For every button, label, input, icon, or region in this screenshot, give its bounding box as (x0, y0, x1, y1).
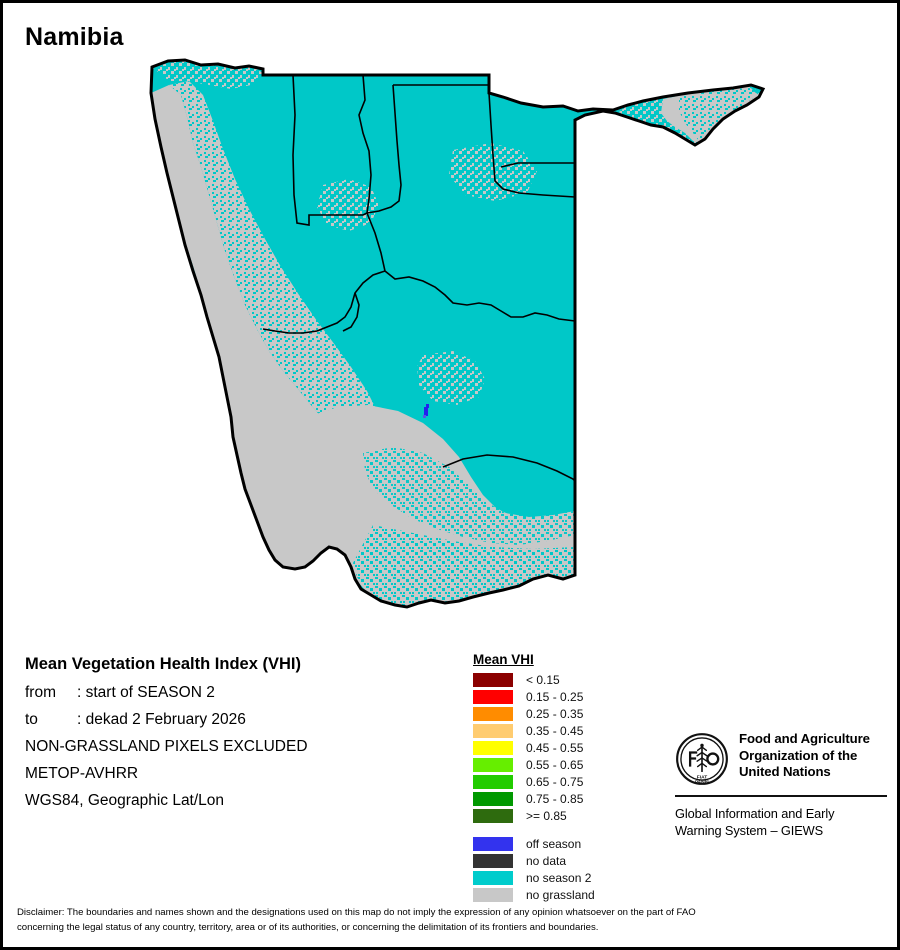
disclaimer-line-2: concerning the legal status of any count… (17, 921, 599, 933)
legend-item[interactable]: 0.15 - 0.25 (473, 689, 653, 705)
fao-logo-motto: FIAT (697, 774, 707, 780)
legend-item-label: 0.15 - 0.25 (526, 690, 584, 704)
map-no-grassland-regions (151, 60, 760, 606)
fao-divider (675, 795, 887, 797)
legend-item-label: no data (526, 854, 567, 868)
legend-swatch-icon (473, 724, 513, 738)
legend-swatch-icon (473, 741, 513, 755)
legend-item-label: 0.75 - 0.85 (526, 792, 584, 806)
caption-heading: Mean Vegetation Health Index (VHI) (25, 655, 301, 673)
legend-swatch-icon (473, 775, 513, 789)
fao-name-line-1: Food and Agriculture (739, 731, 870, 746)
legend-swatch-icon (473, 707, 513, 721)
legend-item[interactable]: >= 0.85 (473, 808, 653, 824)
caption-from-value: : start of SEASON 2 (77, 684, 215, 701)
legend-item-label: < 0.15 (526, 673, 560, 687)
legend-item[interactable]: 0.25 - 0.35 (473, 706, 653, 722)
legend-item-label: 0.35 - 0.45 (526, 724, 584, 738)
legend-swatch-icon (473, 871, 513, 885)
legend: Mean VHI < 0.15 0.15 - 0.25 0.25 - 0.35 … (473, 651, 653, 904)
fao-name-line-2: Organization of the (739, 747, 858, 763)
legend-item-label: >= 0.85 (526, 809, 567, 823)
legend-title: Mean VHI (473, 652, 534, 667)
fao-logo-icon: FIAT PANIS (676, 733, 728, 785)
map-off-season-pixels (423, 404, 429, 418)
legend-item-label: off season (526, 837, 582, 851)
legend-item[interactable]: < 0.15 (473, 672, 653, 688)
legend-swatch-icon (473, 690, 513, 704)
map-caption: Mean Vegetation Health Index (VHI) from … (25, 655, 455, 819)
legend-item[interactable]: 0.45 - 0.55 (473, 740, 653, 756)
legend-swatch-icon (473, 809, 513, 823)
legend-spacer (473, 825, 653, 836)
namibia-map-svg (149, 58, 766, 609)
caption-to-key: to (25, 711, 38, 728)
legend-swatch-icon (473, 854, 513, 868)
map-country-border (149, 58, 766, 609)
fao-logo-motto-2: PANIS (695, 779, 710, 785)
giews-line-2: Warning System – GIEWS (675, 823, 824, 839)
legend-swatch-icon (473, 758, 513, 772)
caption-to-row: to : dekad 2 February 2026 (25, 711, 455, 729)
caption-from-row: from : start of SEASON 2 (25, 684, 455, 702)
caption-sensor: METOP-AVHRR (25, 765, 139, 782)
legend-item-off-season[interactable]: off season (473, 836, 653, 852)
legend-item-label: no season 2 (526, 871, 592, 885)
caption-projection: WGS84, Geographic Lat/Lon (25, 792, 225, 809)
caption-pixel-note: NON-GRASSLAND PIXELS EXCLUDED (25, 738, 308, 755)
legend-swatch-icon (473, 673, 513, 687)
caption-to-value: : dekad 2 February 2026 (77, 711, 246, 728)
legend-swatch-icon (473, 888, 513, 902)
legend-item[interactable]: 0.55 - 0.65 (473, 757, 653, 773)
fao-organization-name: Food and Agriculture Organization of the… (739, 731, 870, 781)
fao-name-line-3: United Nations (739, 764, 831, 780)
caption-from-key: from (25, 684, 56, 701)
legend-item-label: 0.55 - 0.65 (526, 758, 584, 772)
legend-item[interactable]: 0.65 - 0.75 (473, 774, 653, 790)
fao-logo-and-name: FIAT PANIS Food and Agriculture Organiza… (675, 731, 890, 786)
map-admin-boundaries (262, 74, 576, 482)
map-canvas[interactable] (123, 55, 783, 635)
legend-item-no-season-2[interactable]: no season 2 (473, 870, 653, 886)
legend-item-label: 0.25 - 0.35 (526, 707, 584, 721)
giews-line-1: Global Information and Early (675, 806, 835, 821)
giews-name: Global Information and Early Warning Sys… (675, 805, 890, 839)
legend-swatch-icon (473, 837, 513, 851)
legend-item[interactable]: 0.35 - 0.45 (473, 723, 653, 739)
legend-item-no-data[interactable]: no data (473, 853, 653, 869)
legend-item[interactable]: 0.75 - 0.85 (473, 791, 653, 807)
legend-item-label: no grassland (526, 888, 595, 902)
page-title: Namibia (25, 23, 124, 51)
legend-item-label: 0.45 - 0.55 (526, 741, 584, 755)
disclaimer: Disclaimer: The boundaries and names sho… (17, 906, 889, 936)
fao-branding: FIAT PANIS Food and Agriculture Organiza… (675, 731, 890, 839)
legend-swatch-icon (473, 792, 513, 806)
disclaimer-line-1: Disclaimer: The boundaries and names sho… (17, 907, 696, 918)
legend-item-no-grassland[interactable]: no grassland (473, 887, 653, 903)
legend-item-label: 0.65 - 0.75 (526, 775, 584, 789)
